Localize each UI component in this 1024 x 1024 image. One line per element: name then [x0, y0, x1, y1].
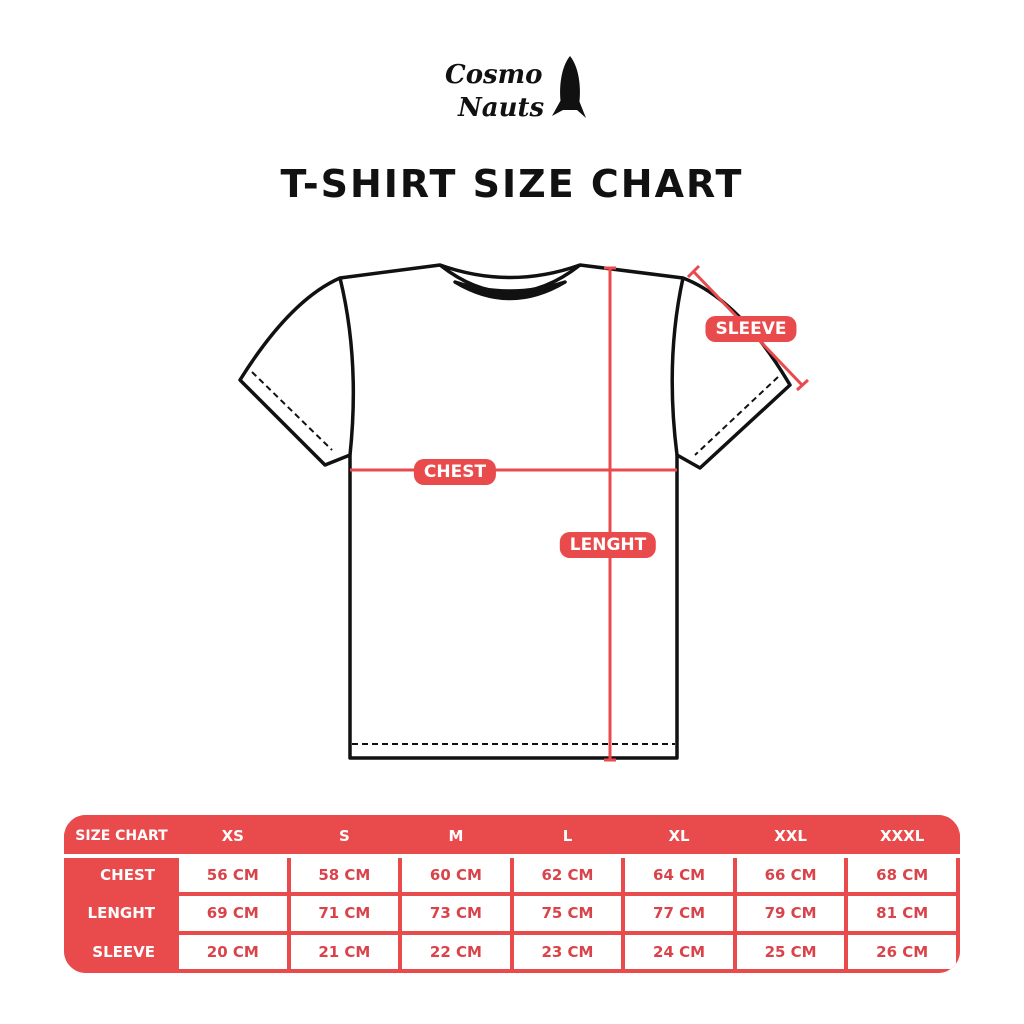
- table-cell: 79 CM: [732, 892, 849, 935]
- collar-inner: [453, 280, 567, 301]
- table-cell: 69 CM: [175, 892, 291, 935]
- chest-label: CHEST: [413, 459, 497, 485]
- header-xxxl: XXXL: [844, 815, 960, 858]
- table-cell: 77 CM: [621, 892, 737, 935]
- header-size-chart: SIZE CHART: [64, 815, 179, 858]
- table-cell: 81 CM: [844, 892, 960, 935]
- table-row-length: LENGHT 69 CM 71 CM 73 CM 75 CM 77 CM 79 …: [64, 892, 960, 935]
- table-cell: 71 CM: [286, 892, 403, 935]
- table-cell: 58 CM: [286, 853, 403, 896]
- table-cell: 66 CM: [732, 853, 849, 896]
- header-xs: XS: [175, 815, 291, 858]
- length-label: LENGHT: [559, 532, 657, 558]
- row-label: SLEEVE: [64, 930, 179, 973]
- header-m: M: [398, 815, 514, 858]
- table-cell: 26 CM: [844, 930, 960, 973]
- row-label: CHEST: [64, 853, 179, 896]
- tshirt-diagram: [238, 263, 810, 762]
- size-table: SIZE CHART XS S M L XL XXL XXXL CHEST 56…: [64, 815, 960, 973]
- header-l: L: [509, 815, 626, 858]
- table-cell: 23 CM: [509, 930, 626, 973]
- logo-text-cosmo: Cosmo: [445, 60, 543, 90]
- header-xl: XL: [621, 815, 737, 858]
- rocket-icon: [552, 56, 586, 118]
- table-cell: 68 CM: [844, 853, 960, 896]
- table-cell: 24 CM: [621, 930, 737, 973]
- sleeve-label: SLEEVE: [705, 316, 797, 342]
- table-header-row: SIZE CHART XS S M L XL XXL XXXL: [64, 815, 960, 858]
- page-title: T-SHIRT SIZE CHART: [280, 162, 744, 206]
- row-label: LENGHT: [64, 892, 179, 935]
- table-cell: 20 CM: [175, 930, 291, 973]
- table-cell: 21 CM: [286, 930, 403, 973]
- header-s: S: [286, 815, 403, 858]
- table-cell: 73 CM: [398, 892, 514, 935]
- table-cell: 75 CM: [509, 892, 626, 935]
- logo-text-nauts: Nauts: [457, 93, 545, 123]
- table-cell: 22 CM: [398, 930, 514, 973]
- brand-logo: Cosmo Nauts: [445, 56, 586, 123]
- table-cell: 60 CM: [398, 853, 514, 896]
- table-cell: 62 CM: [509, 853, 626, 896]
- table-cell: 56 CM: [175, 853, 291, 896]
- table-cell: 64 CM: [621, 853, 737, 896]
- header-xxl: XXL: [732, 815, 849, 858]
- table-row-chest: CHEST 56 CM 58 CM 60 CM 62 CM 64 CM 66 C…: [64, 853, 960, 896]
- table-cell: 25 CM: [732, 930, 849, 973]
- table-row-sleeve: SLEEVE 20 CM 21 CM 22 CM 23 CM 24 CM 25 …: [64, 930, 960, 973]
